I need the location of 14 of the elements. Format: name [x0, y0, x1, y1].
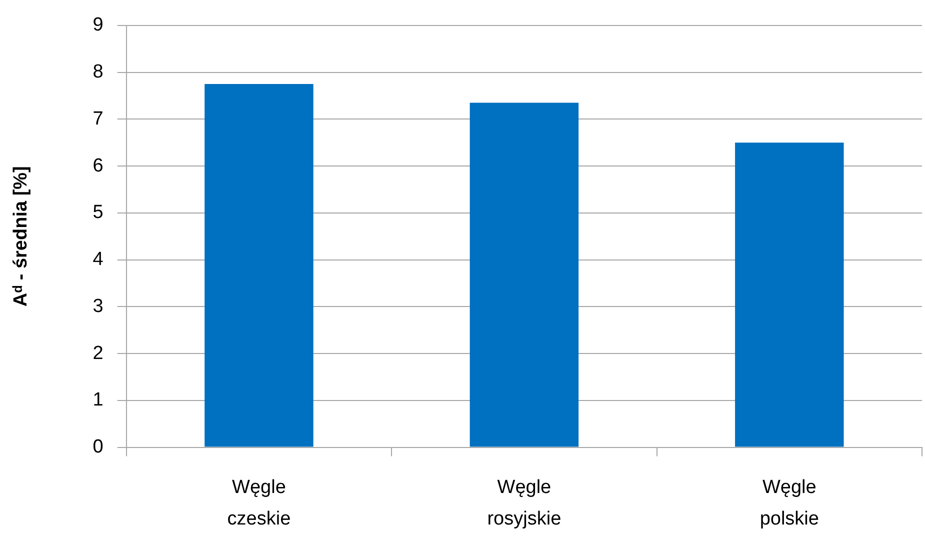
y-tick-label: 1: [92, 390, 104, 411]
y-tick-label: 4: [92, 249, 104, 270]
y-tick-label: 2: [92, 342, 104, 364]
y-tick-label: 6: [92, 155, 104, 176]
y-tick-label: 8: [92, 62, 104, 83]
y-tick-label: 3: [92, 296, 104, 317]
x-tick-label: Węgle rosyjskie: [487, 477, 562, 530]
y-tick-label: 5: [92, 202, 104, 224]
y-tick-label: 0: [92, 436, 104, 458]
x-tick-label: Węgle polskie: [760, 477, 819, 530]
x-tick-label: Węgle czeskie: [227, 477, 291, 530]
y-tick-label: 7: [92, 108, 104, 130]
y-tick-label: 9: [92, 14, 104, 36]
y-axis-title: Aᵈ - średnia [%]: [10, 166, 32, 307]
